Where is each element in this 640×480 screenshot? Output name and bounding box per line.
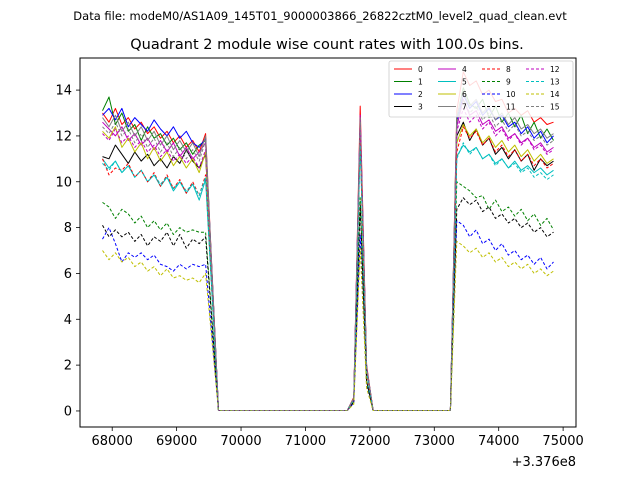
x-tick-label: 70000 xyxy=(220,434,261,449)
y-tick-label: 2 xyxy=(64,359,72,374)
y-tick-label: 10 xyxy=(55,175,72,190)
x-offset-label: +3.376e8 xyxy=(512,455,576,470)
legend-label-4: 4 xyxy=(462,65,467,74)
y-tick-label: 4 xyxy=(64,313,72,328)
legend-label-12: 12 xyxy=(550,65,560,74)
y-tick-label: 14 xyxy=(55,84,72,99)
legend-box xyxy=(388,60,574,118)
series-line-15 xyxy=(102,98,554,411)
plot-frame xyxy=(79,57,577,428)
legend-label-10: 10 xyxy=(506,90,516,99)
x-tick-label: 75000 xyxy=(542,434,583,449)
legend-label-0: 0 xyxy=(418,65,423,74)
legend-label-6: 6 xyxy=(462,90,467,99)
x-tick-label: 71000 xyxy=(285,434,326,449)
legend-label-7: 7 xyxy=(462,102,467,111)
legend-label-15: 15 xyxy=(550,102,560,111)
legend-label-2: 2 xyxy=(418,90,423,99)
legend-label-9: 9 xyxy=(506,77,511,86)
legend-label-3: 3 xyxy=(418,102,423,111)
x-tick-label: 73000 xyxy=(414,434,455,449)
series-line-11 xyxy=(102,197,554,411)
chart-suptitle: Data file: modeM0/AS1A09_145T01_90000038… xyxy=(73,9,567,23)
x-tick-label: 74000 xyxy=(478,434,519,449)
legend-label-8: 8 xyxy=(506,65,511,74)
plot-area xyxy=(80,58,576,427)
y-tick-label: 8 xyxy=(64,221,72,236)
legend-label-14: 14 xyxy=(550,90,560,99)
x-tick-label: 68000 xyxy=(92,434,133,449)
y-tick-label: 12 xyxy=(55,129,72,144)
chart-title: Quadrant 2 module wise count rates with … xyxy=(130,37,524,53)
axes-layer: 68000 69000 70000 71000 72000 73000 74000 75000… xyxy=(55,84,583,449)
legend-label-13: 13 xyxy=(550,77,560,86)
legend-label-5: 5 xyxy=(462,77,467,86)
legend-label-1: 1 xyxy=(418,77,423,86)
y-tick-label: 6 xyxy=(64,267,72,282)
legend-label-11: 11 xyxy=(506,102,516,111)
x-tick-label: 69000 xyxy=(156,434,197,449)
x-tick-label: 72000 xyxy=(349,434,390,449)
y-tick-label: 0 xyxy=(64,404,72,419)
